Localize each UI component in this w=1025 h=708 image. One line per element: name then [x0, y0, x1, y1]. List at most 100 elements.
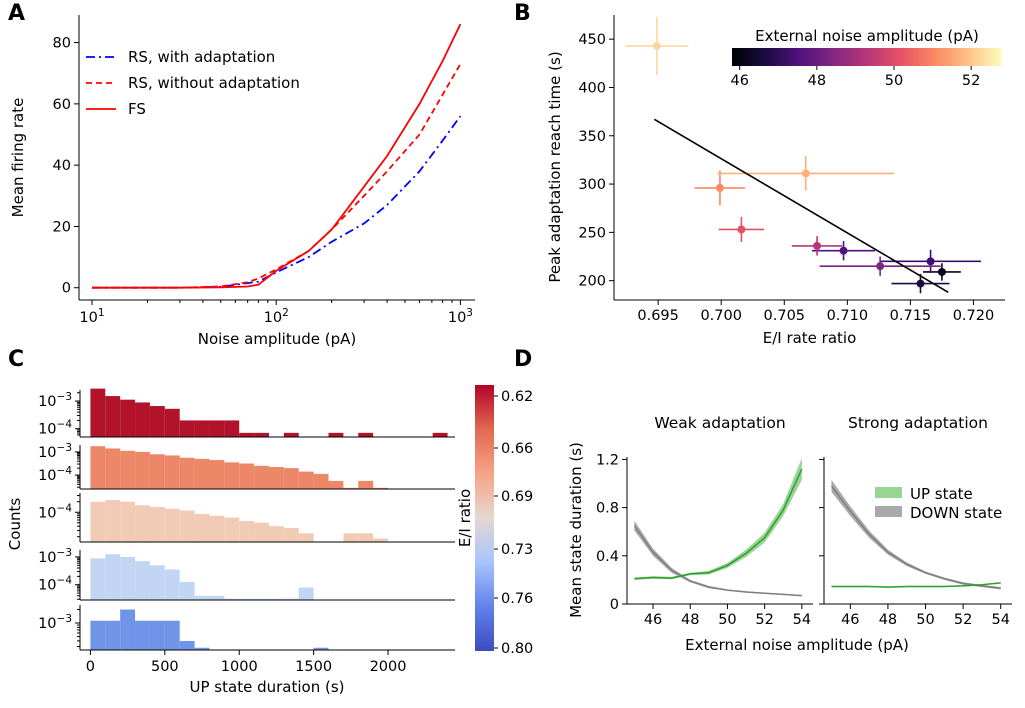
a-ytick-label: 40	[53, 158, 71, 174]
c-hist-bar	[254, 465, 269, 489]
a-legend-label: FS	[128, 100, 146, 118]
c-hist-bar	[209, 420, 225, 437]
b-point	[715, 183, 724, 192]
c-hist-bar	[328, 432, 344, 437]
c-hist-bar	[135, 402, 150, 437]
c-hist-bar	[135, 561, 150, 600]
c-colorbar-tick-label: 0.62	[501, 389, 533, 405]
c-hist-bar	[149, 507, 165, 542]
c-hist-bar	[194, 458, 210, 489]
c-hist-bar	[283, 598, 299, 600]
c-hist-bar	[120, 450, 136, 489]
c-hist-bar	[224, 420, 240, 437]
d-ytick-label: 0.4	[596, 549, 619, 565]
d-ytick-label: 1.2	[596, 452, 619, 468]
c-hist-bar	[179, 581, 195, 600]
d-xtick-label: 54	[991, 612, 1009, 628]
d-xtick-label: 52	[954, 612, 972, 628]
c-hist-bar	[194, 595, 210, 600]
a-xtick-label: 102	[264, 307, 289, 326]
b-ytick-label: 200	[578, 274, 606, 290]
c-ytick-label: 10−3	[38, 547, 72, 566]
c-colorbar-tick-label: 0.80	[501, 641, 533, 657]
d-up-line	[831, 582, 1001, 588]
c-colorbar	[475, 385, 494, 651]
c-hist-bar	[90, 620, 106, 650]
c-hist-bar	[194, 514, 210, 542]
panel-letter-a: A	[8, 1, 25, 26]
c-hist-bar	[268, 526, 284, 542]
b-xtick-label: 0.695	[637, 308, 679, 324]
c-hist-bar	[164, 455, 180, 489]
c-xtick-label: 2000	[370, 659, 407, 675]
c-xtick-label: 1000	[221, 659, 258, 675]
d-up-line	[634, 468, 803, 580]
d-ytick-label: 0.8	[596, 501, 619, 517]
a-xtick-label: 103	[448, 307, 473, 326]
c-hist-bar	[179, 420, 195, 437]
b-xtick-label: 0.710	[827, 308, 869, 324]
c-hist-bar	[120, 399, 136, 437]
a-series-line	[92, 63, 462, 289]
a-series-line	[92, 23, 462, 289]
c-hist-bar	[254, 432, 269, 437]
c-hist-bar	[120, 609, 136, 650]
c-xtick-label: 1500	[295, 659, 332, 675]
b-xlabel: E/I rate ratio	[763, 329, 857, 347]
c-hist-bar	[343, 487, 359, 489]
b-point	[813, 241, 822, 250]
d-ytick-label: 0	[610, 597, 619, 613]
c-ytick-label: 10−3	[38, 613, 72, 632]
c-hist-bar	[268, 598, 284, 600]
c-hist-bar	[239, 521, 255, 542]
d-xtick-label: 46	[644, 612, 662, 628]
c-hist-bar	[194, 420, 210, 437]
b-point	[801, 169, 810, 178]
c-hist-bar	[432, 432, 448, 437]
c-hist-bar	[373, 487, 389, 489]
b-point	[839, 246, 848, 255]
c-hist-bar	[179, 641, 195, 650]
c-hist-bar	[358, 432, 374, 437]
panel-letter-d: D	[514, 347, 532, 372]
c-hist-bar	[164, 569, 180, 600]
b-ytick-label: 400	[578, 80, 606, 96]
a-legend-label: RS, with adaptation	[128, 48, 275, 66]
c-hist-bar	[209, 515, 225, 542]
c-xlabel: UP state duration (s)	[190, 678, 345, 696]
panel-letter-b: B	[514, 1, 531, 26]
a-ytick-label: 60	[53, 97, 71, 113]
c-hist-bar	[254, 522, 269, 542]
c-hist-bar	[283, 432, 299, 437]
b-colorbar-title: External noise amplitude (pA)	[755, 27, 979, 45]
d-ylabel: Mean state duration (s)	[567, 442, 585, 618]
b-point	[876, 262, 885, 271]
b-xtick-label: 0.700	[700, 308, 742, 324]
d-xtick-label: 50	[916, 612, 934, 628]
c-hist-bar	[149, 454, 165, 489]
d-xtick-label: 50	[718, 612, 736, 628]
c-hist-bar	[224, 517, 240, 542]
c-hist-bar	[135, 505, 150, 542]
c-hist-bar	[343, 533, 359, 542]
b-ytick-label: 300	[578, 177, 606, 193]
b-ytick-label: 350	[578, 129, 606, 145]
b-colorbar-tick-label: 46	[730, 73, 748, 89]
a-ytick-label: 0	[62, 281, 71, 297]
c-hist-bar	[105, 448, 121, 489]
c-colorbar-label: E/I ratio	[456, 489, 474, 547]
d-down-line	[633, 525, 802, 597]
c-hist-bar	[164, 508, 180, 542]
d-xtick-label: 48	[879, 612, 897, 628]
c-hist-bar	[283, 468, 299, 489]
c-xtick-label: 500	[151, 659, 179, 675]
b-point	[937, 267, 946, 276]
c-ylabel: Counts	[6, 498, 24, 551]
b-ytick-label: 450	[578, 32, 606, 48]
c-hist-bar	[105, 396, 121, 437]
d-legend-swatch	[875, 487, 902, 498]
d-xtick-label: 52	[755, 612, 773, 628]
d-xlabel: External noise amplitude (pA)	[685, 636, 909, 654]
c-hist-bar	[90, 501, 106, 542]
